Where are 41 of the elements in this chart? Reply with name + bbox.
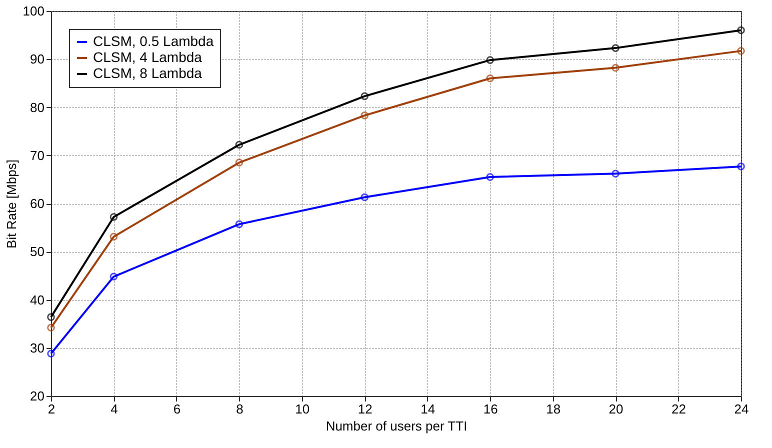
- y-axis-title: Bit Rate [Mbps]: [4, 160, 19, 248]
- x-tick-label: 16: [483, 402, 498, 416]
- point: [110, 213, 118, 221]
- y-tick-label: 80: [30, 100, 44, 115]
- x-tick-label: 18: [546, 402, 561, 416]
- x-tick-label: 20: [608, 402, 624, 416]
- x-tick-label: 2: [48, 402, 56, 416]
- point: [360, 193, 369, 202]
- point: [612, 170, 620, 178]
- x-tick-label: 4: [110, 402, 118, 416]
- x-tick-label: 10: [295, 402, 310, 416]
- point: [360, 112, 369, 120]
- y-tick-label: 20: [30, 388, 44, 404]
- x-axis-title: Number of users per TTI: [326, 418, 468, 434]
- y-tick-label: 100: [22, 4, 44, 18]
- point: [612, 44, 620, 52]
- point: [360, 92, 369, 100]
- x-tick-label: 24: [734, 402, 749, 416]
- y-tick-label: 70: [30, 148, 44, 163]
- x-tick-label: 22: [672, 402, 686, 416]
- point: [486, 74, 494, 82]
- y-tick-label: 60: [30, 196, 44, 211]
- legend-label: CLSM, 0.5 Lambda: [93, 33, 214, 49]
- point: [486, 56, 494, 64]
- y-tick-label: 90: [30, 52, 44, 67]
- point: [235, 158, 244, 166]
- point: [110, 232, 118, 241]
- point: [486, 173, 494, 181]
- legend-label: CLSM, 4 Lambda: [93, 49, 202, 65]
- y-tick-label: 40: [30, 292, 44, 308]
- legend-label: CLSM, 8 Lambda: [93, 65, 202, 81]
- x-tick-label: 8: [236, 402, 244, 416]
- y-tick-label: 50: [30, 244, 44, 260]
- y-tick-label: 30: [30, 340, 44, 356]
- x-tick-label: 14: [420, 402, 436, 416]
- point: [235, 140, 244, 149]
- x-tick-label: 6: [173, 402, 181, 416]
- point: [612, 64, 620, 72]
- x-tick-label: 12: [358, 402, 372, 416]
- point: [235, 220, 244, 228]
- point: [110, 272, 118, 281]
